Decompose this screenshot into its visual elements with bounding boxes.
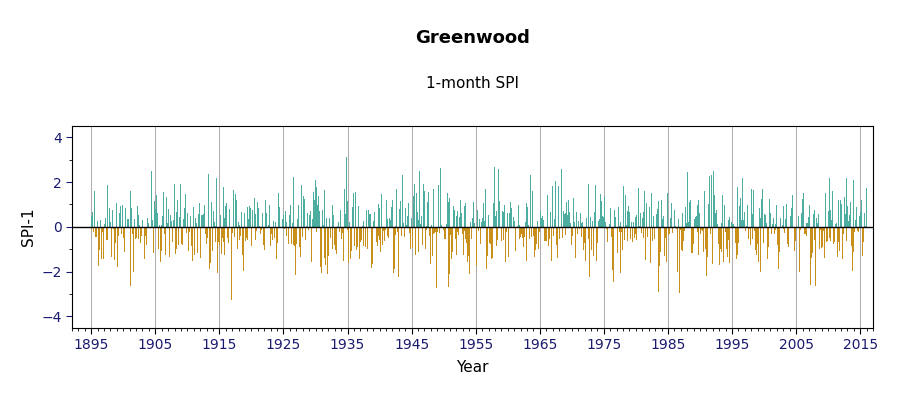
Text: Greenwood: Greenwood: [415, 29, 530, 47]
Text: 1-month SPI: 1-month SPI: [426, 76, 519, 91]
Y-axis label: SPI-1: SPI-1: [21, 207, 36, 246]
X-axis label: Year: Year: [456, 360, 489, 375]
